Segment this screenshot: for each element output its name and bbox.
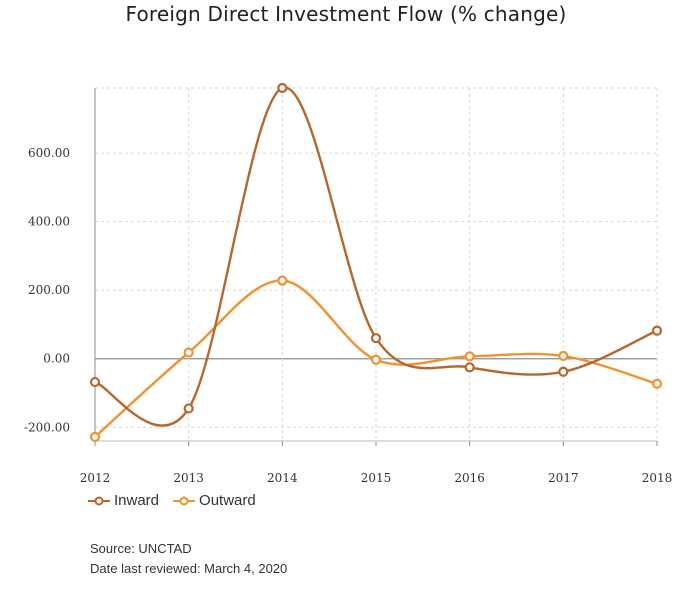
legend-item-inward[interactable]: Inward bbox=[88, 492, 159, 509]
reviewed-date-text: Date last reviewed: March 4, 2020 bbox=[90, 561, 288, 576]
y-tick-label: 400.00 bbox=[28, 215, 70, 229]
data-point-outward[interactable] bbox=[89, 431, 101, 442]
data-point-outward[interactable] bbox=[183, 347, 194, 358]
data-point-inward[interactable] bbox=[89, 376, 101, 388]
chart-title: Foreign Direct Investment Flow (% change… bbox=[125, 2, 567, 26]
tick-labels: -200.00 0.00 200.00 400.00 600.00 2012 2013 201… bbox=[24, 146, 672, 485]
data-point-inward[interactable] bbox=[183, 403, 194, 414]
x-tick-label: 2018 bbox=[642, 471, 673, 485]
x-tick-label: 2014 bbox=[267, 471, 298, 485]
legend-item-outward[interactable]: Outward bbox=[173, 492, 256, 509]
legend-label-inward: Inward bbox=[114, 492, 160, 509]
x-tick-label: 2013 bbox=[173, 471, 204, 485]
x-tick-label: 2012 bbox=[80, 471, 111, 485]
series bbox=[89, 82, 663, 442]
y-tick-label: 200.00 bbox=[28, 283, 70, 297]
x-tick-label: 2015 bbox=[361, 471, 392, 485]
data-point-outward[interactable] bbox=[370, 354, 382, 365]
source-text: Source: UNCTAD bbox=[90, 541, 192, 556]
legend-label-outward: Outward bbox=[199, 492, 256, 509]
x-tick-label: 2016 bbox=[454, 471, 485, 485]
y-tick-label: -200.00 bbox=[24, 420, 70, 434]
data-point-inward[interactable] bbox=[651, 325, 663, 336]
grid bbox=[94, 87, 658, 441]
data-point-inward[interactable] bbox=[464, 362, 475, 373]
source-notes: Source: UNCTAD Date last reviewed: March… bbox=[90, 539, 287, 579]
data-point-outward[interactable] bbox=[277, 275, 288, 286]
y-tick-label: 600.00 bbox=[28, 146, 70, 160]
y-tick-label: 0.00 bbox=[43, 352, 70, 366]
data-point-inward[interactable] bbox=[558, 366, 569, 377]
line-chart: -200.00 0.00 200.00 400.00 600.00 2012 2013 201… bbox=[24, 82, 672, 485]
x-tick-label: 2017 bbox=[548, 471, 579, 485]
axes bbox=[94, 88, 658, 446]
legend: Inward Outward bbox=[88, 492, 256, 509]
data-point-outward[interactable] bbox=[558, 350, 569, 362]
legend-inward-line-icon bbox=[88, 496, 110, 505]
data-point-inward[interactable] bbox=[277, 82, 288, 94]
legend-outward-line-icon bbox=[173, 496, 196, 505]
data-point-outward[interactable] bbox=[464, 351, 475, 362]
data-point-outward[interactable] bbox=[651, 378, 663, 389]
data-point-inward[interactable] bbox=[370, 333, 382, 344]
